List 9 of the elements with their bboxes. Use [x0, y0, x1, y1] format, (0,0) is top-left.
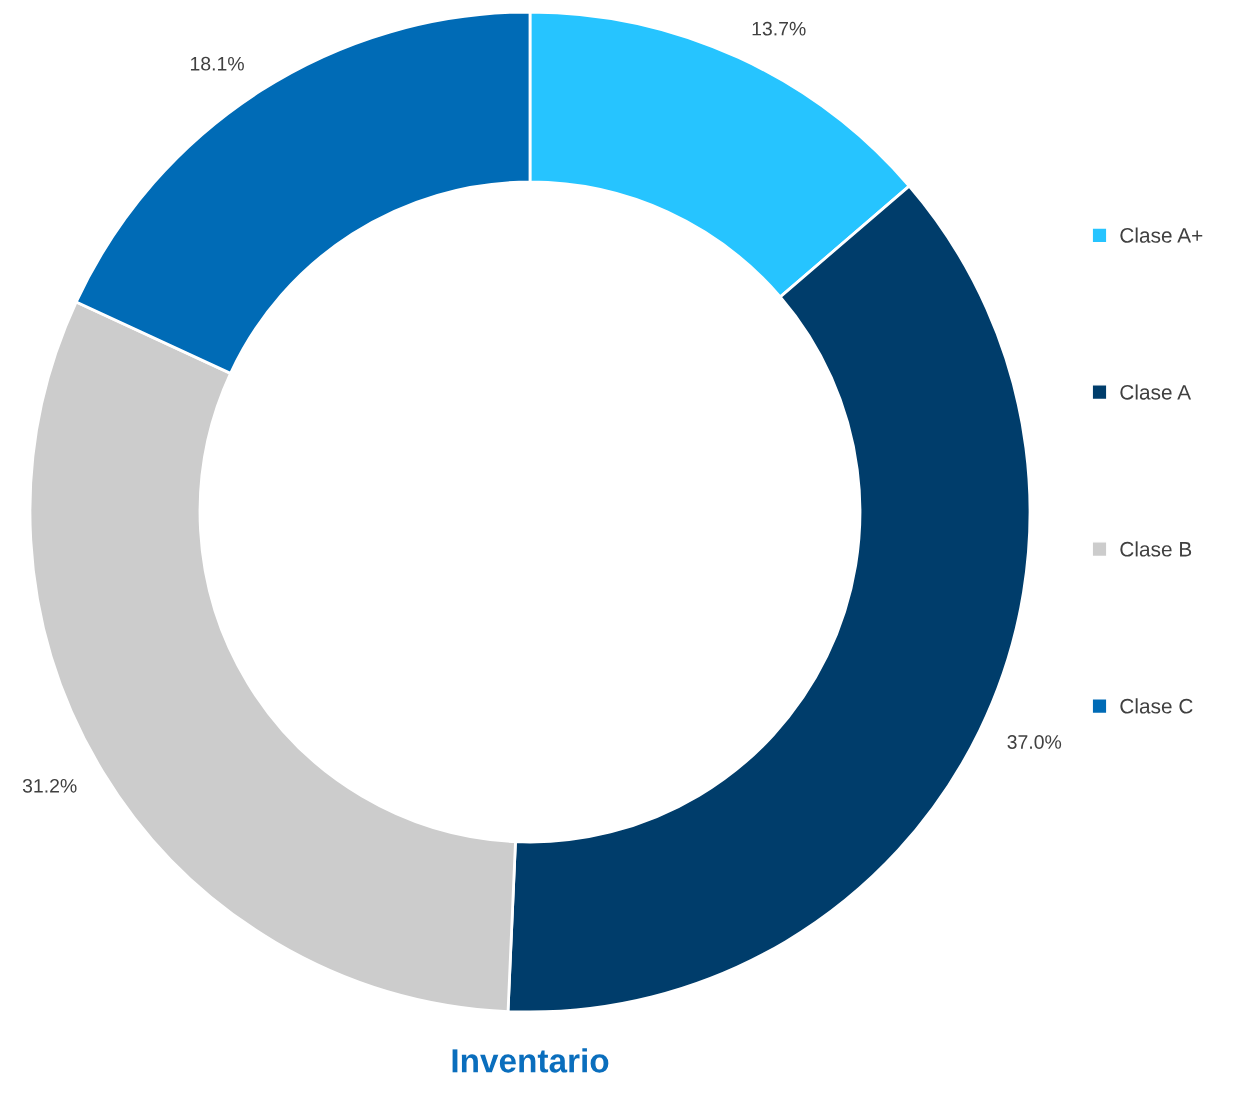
legend-label: Clase A — [1120, 384, 1192, 400]
legend-label: Clase A+ — [1120, 227, 1203, 243]
legend-label: Clase C — [1120, 698, 1193, 714]
text: Inventario — [452, 1048, 609, 1073]
data-label: 37.0% — [1007, 735, 1062, 749]
data-label: 18.1% — [190, 56, 244, 71]
data-label: 31.2% — [22, 778, 77, 793]
data-label: 13.7% — [752, 21, 806, 36]
legend-label: Clase B — [1120, 541, 1192, 557]
